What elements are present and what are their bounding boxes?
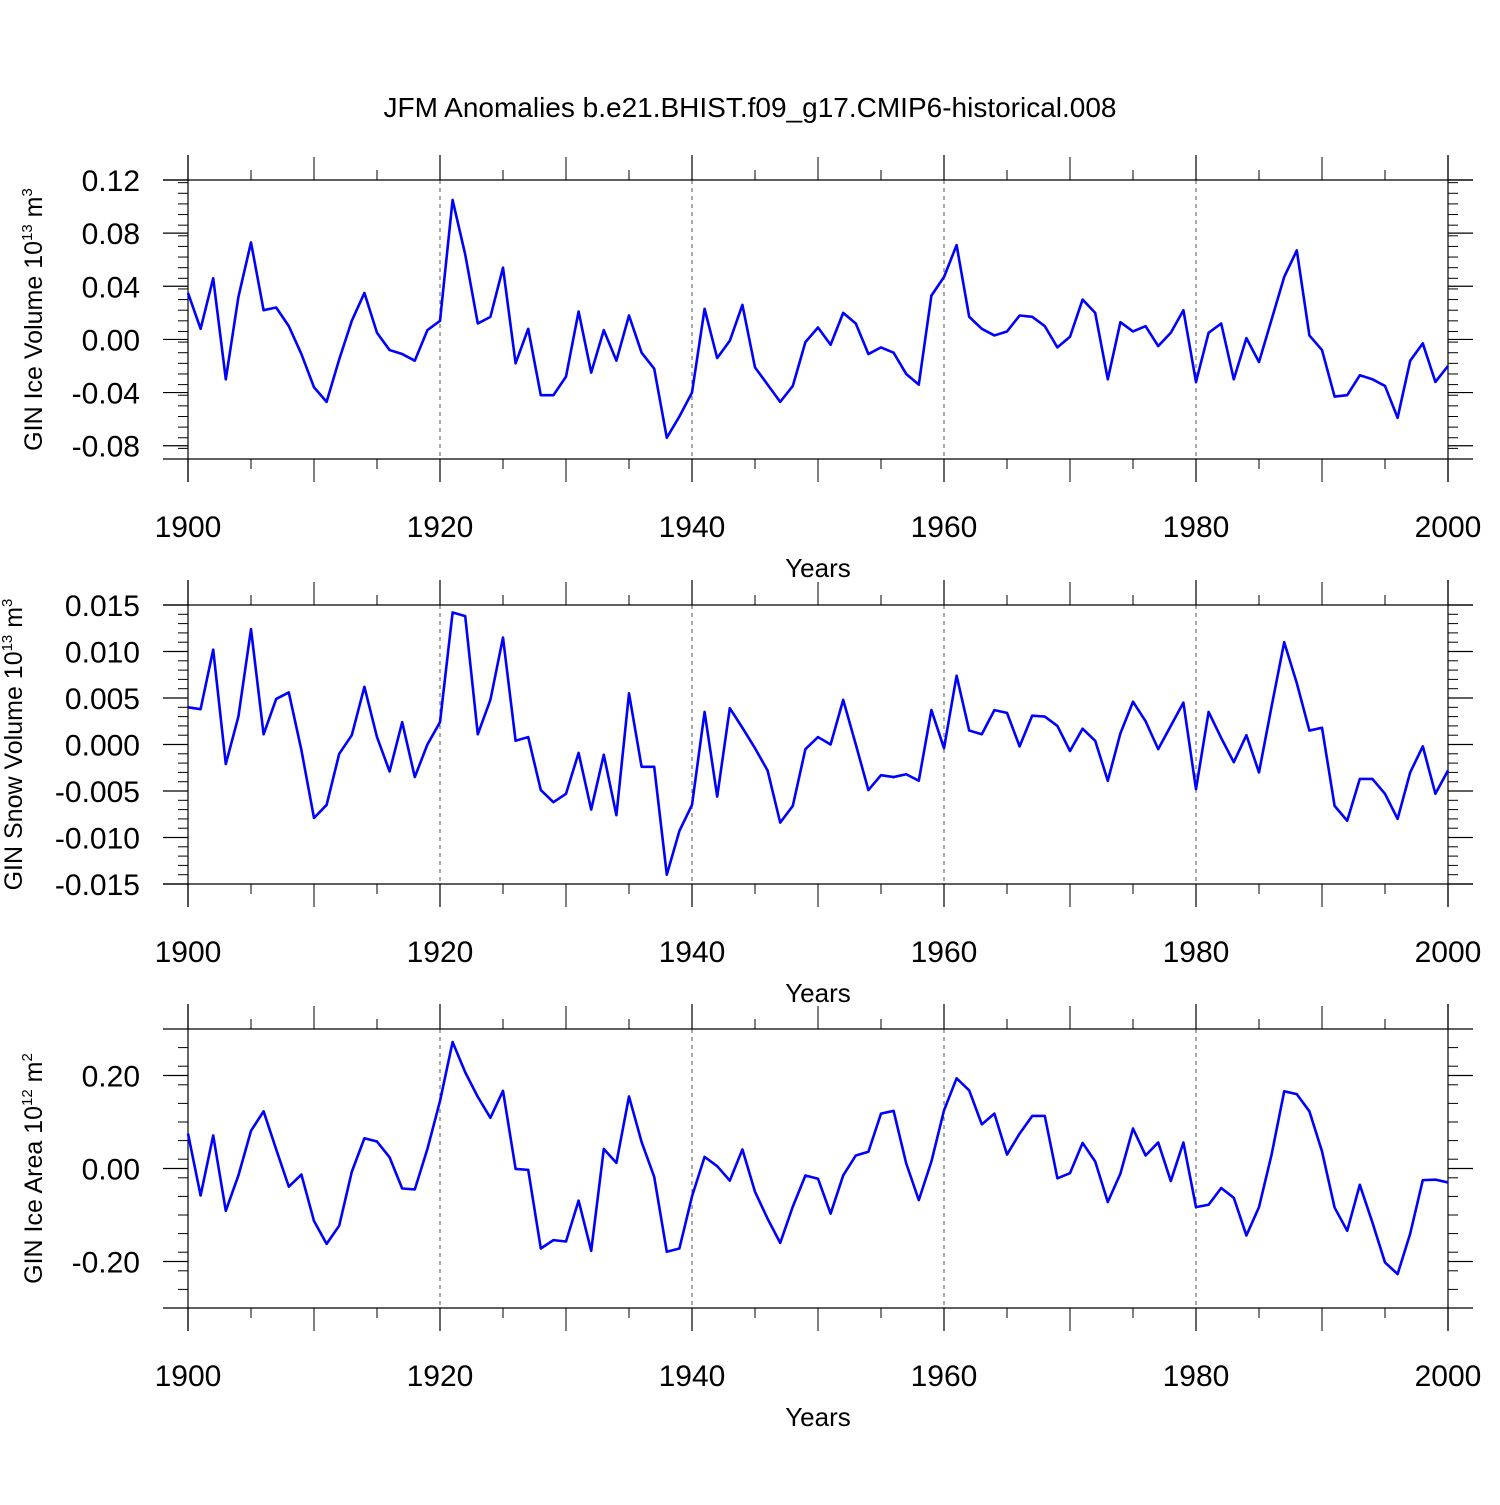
y-axis-title-unit: m <box>20 1062 48 1090</box>
y-axis-title-exponent: 13 <box>19 224 36 241</box>
y-tick-label: -0.005 <box>55 776 140 809</box>
x-tick-label: 2000 <box>1415 1360 1482 1393</box>
y-axis-title-unit-exponent: 3 <box>19 188 36 196</box>
panel-2: 1900 1920 1940 1960 1980 2000 Years 0.015 0.010 0… <box>0 580 1481 1008</box>
x-tick-label: 1900 <box>155 511 222 544</box>
x-tick-label: 1960 <box>911 1360 978 1393</box>
y-tick-label: -0.010 <box>55 823 140 856</box>
x-tick-label: 2000 <box>1415 936 1482 969</box>
y-axis-title: GIN Snow Volume 1013 m3 <box>0 599 28 891</box>
y-tick-label: 0.08 <box>82 218 140 251</box>
y-tick-label: 0.000 <box>65 730 140 763</box>
y-axis-title: GIN Ice Volume 1013 m3 <box>19 188 48 451</box>
x-tick-label: 1980 <box>1163 511 1230 544</box>
x-tick-label: 1980 <box>1163 936 1230 969</box>
y-tick-label: -0.20 <box>72 1247 140 1280</box>
series-line <box>187 611 1450 877</box>
y-tick-label: 0.00 <box>82 1154 140 1187</box>
panel-3: 1900 1920 1940 1960 1980 2000 Years 0.20 0.00 -0.… <box>19 1004 1481 1432</box>
y-axis-title: GIN Ice Area 1012 m2 <box>19 1053 48 1284</box>
x-axis-title: Years <box>785 1402 851 1432</box>
series-line <box>186 198 1450 440</box>
x-tick-label: 1960 <box>911 511 978 544</box>
panel-1: 1900 1920 1940 1960 1980 2000 Years 0.12 0.08 0.0… <box>19 155 1481 583</box>
y-tick-label: 0.20 <box>82 1061 140 1094</box>
x-tick-label: 1980 <box>1163 1360 1230 1393</box>
y-tick-label: 0.04 <box>82 271 140 304</box>
x-axis-title: Years <box>785 978 851 1008</box>
x-tick-label: 1920 <box>407 936 474 969</box>
x-tick-label: 1960 <box>911 936 978 969</box>
y-axis-title-exponent: 13 <box>0 635 16 652</box>
x-tick-label: 1940 <box>659 511 726 544</box>
y-tick-label: 0.12 <box>82 165 140 198</box>
x-tick-label: 1920 <box>407 511 474 544</box>
x-tick-label: 1920 <box>407 1360 474 1393</box>
figure-title: JFM Anomalies b.e21.BHIST.f09_g17.CMIP6-… <box>383 92 1116 123</box>
y-tick-label: 0.010 <box>65 637 140 670</box>
y-axis-title-unit: m <box>0 607 28 635</box>
y-tick-label: -0.015 <box>55 869 140 902</box>
y-tick-label: 0.015 <box>65 590 140 623</box>
x-tick-label: 2000 <box>1415 511 1482 544</box>
y-axis-title-exponent: 12 <box>19 1089 36 1106</box>
y-tick-label: -0.08 <box>72 431 140 464</box>
series-line <box>186 1040 1449 1276</box>
y-tick-label: 0.005 <box>65 683 140 716</box>
x-axis-title: Years <box>785 553 851 583</box>
y-axis-title-main: GIN Snow Volume 10 <box>0 651 28 890</box>
x-tick-label: 1940 <box>659 1360 726 1393</box>
y-axis-title-main: GIN Ice Area 10 <box>20 1106 48 1284</box>
x-tick-label: 1900 <box>155 1360 222 1393</box>
y-axis-title-unit: m <box>20 197 48 225</box>
y-axis-title-main: GIN Ice Volume 10 <box>20 241 48 451</box>
y-axis-title-unit-exponent: 2 <box>19 1053 36 1061</box>
y-axis-title-unit-exponent: 3 <box>0 599 16 607</box>
y-tick-label: 0.00 <box>82 324 140 357</box>
x-tick-label: 1900 <box>155 936 222 969</box>
y-tick-label: -0.04 <box>72 378 140 411</box>
x-tick-label: 1940 <box>659 936 726 969</box>
panels: 1900 1920 1940 1960 1980 2000 Years 0.12 0.08 0.0… <box>0 155 1481 1432</box>
